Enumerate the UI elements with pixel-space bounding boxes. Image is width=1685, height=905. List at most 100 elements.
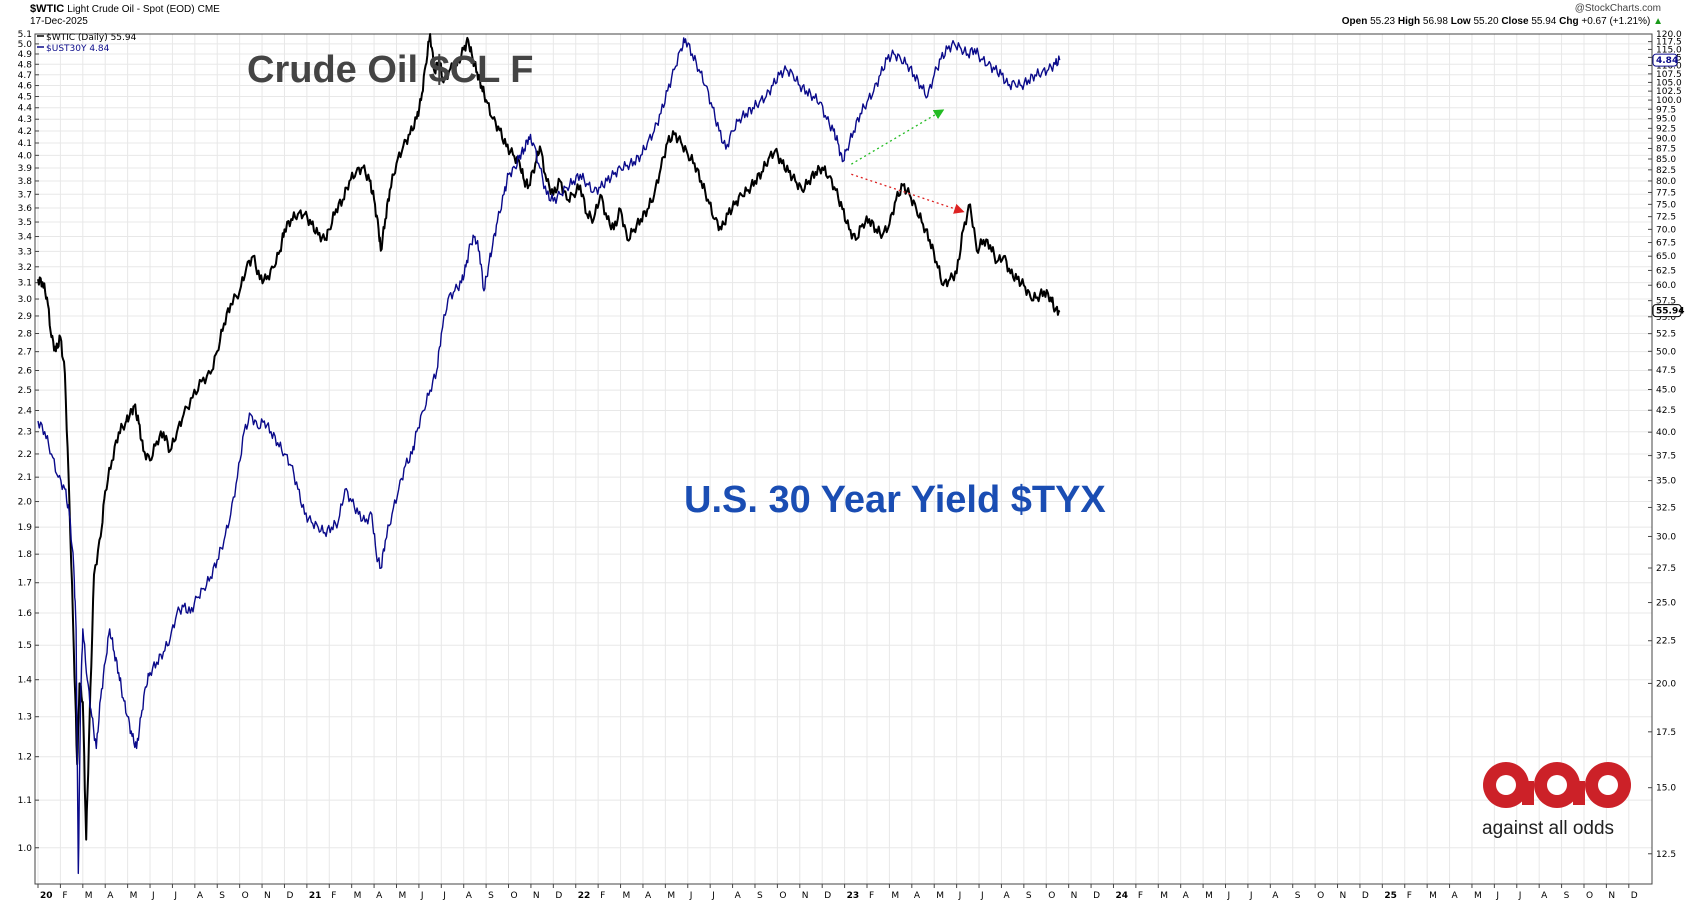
yield-last-value-tag: 4.84: [1656, 56, 1678, 66]
left-tick-label: 1.1: [18, 796, 32, 806]
x-tick-label: J: [1518, 891, 1522, 901]
left-tick-label: 1.9: [18, 523, 33, 533]
x-tick-label: M: [1160, 891, 1168, 901]
left-tick-label: 4.1: [18, 139, 32, 149]
x-tick-label: D: [555, 891, 562, 901]
right-tick-label: 30.0: [1656, 532, 1676, 542]
right-tick-label: 97.5: [1656, 105, 1676, 115]
left-tick-label: 2.7: [18, 348, 32, 358]
x-tick-label: O: [511, 891, 518, 901]
header-exchange: CME: [197, 4, 220, 15]
x-tick-label: N: [1071, 891, 1078, 901]
aao-logo-icon: [1483, 762, 1631, 808]
left-tick-label: 4.7: [18, 71, 32, 81]
right-tick-label: 37.5: [1656, 452, 1676, 462]
left-tick-label: 3.8: [18, 177, 33, 187]
left-tick-label: 2.2: [18, 450, 32, 460]
legend: $WTIC (Daily) 55.94 $UST30Y 4.84: [37, 33, 137, 54]
right-tick-label: 105.0: [1656, 78, 1682, 88]
left-tick-label: 3.5: [18, 218, 32, 228]
logo-text: against all odds: [1482, 818, 1615, 839]
right-tick-label: 117.5: [1656, 38, 1682, 48]
x-tick-label: O: [779, 891, 786, 901]
x-tick-label: J: [980, 891, 984, 901]
x-tick-label: A: [376, 891, 383, 901]
x-tick-label: D: [1631, 891, 1638, 901]
x-tick-label: 23: [847, 891, 860, 901]
x-tick-label: O: [1317, 891, 1324, 901]
left-tick-label: 3.3: [18, 247, 32, 257]
left-tick-label: 4.3: [18, 115, 32, 125]
right-tick-label: 12.5: [1656, 850, 1676, 860]
right-tick-label: 42.5: [1656, 406, 1676, 416]
left-tick-label: 5.1: [18, 30, 32, 40]
left-tick-label: 2.0: [18, 498, 33, 508]
oil-title: Crude Oil $CL F: [247, 49, 533, 91]
yield-title: U.S. 30 Year Yield $TYX: [684, 479, 1106, 521]
right-tick-label: 62.5: [1656, 266, 1676, 276]
x-tick-label: M: [1205, 891, 1213, 901]
x-tick-label: D: [1093, 891, 1100, 901]
trend-arrows: [850, 109, 965, 214]
yield-series-line: [37, 37, 1061, 875]
right-tick-label: 52.5: [1656, 330, 1676, 340]
right-tick-label: 95.0: [1656, 115, 1676, 125]
chg-label: Chg: [1559, 16, 1579, 27]
x-tick-label: A: [197, 891, 204, 901]
right-tick-label: 72.5: [1656, 213, 1676, 223]
right-tick-label: 60.0: [1656, 281, 1676, 291]
x-tick-label: J: [420, 891, 424, 901]
x-tick-label: F: [331, 891, 336, 901]
x-tick-label: S: [488, 891, 494, 901]
x-tick-label: M: [891, 891, 899, 901]
x-tick-label: M: [667, 891, 675, 901]
x-tick-label: N: [1608, 891, 1615, 901]
left-tick-label: 2.6: [18, 367, 33, 377]
x-tick-label: F: [869, 891, 874, 901]
x-tick-label: M: [1429, 891, 1437, 901]
x-tick-label: 20: [40, 891, 53, 901]
x-tick-label: O: [1586, 891, 1593, 901]
left-tick-label: 2.8: [18, 329, 33, 339]
x-tick-label: F: [600, 891, 605, 901]
x-tick-label: A: [107, 891, 114, 901]
x-tick-label: M: [936, 891, 944, 901]
oil-last-value-box: [1652, 304, 1682, 318]
x-tick-label: F: [62, 891, 67, 901]
x-tick-label: J: [1226, 891, 1230, 901]
x-tick-label: J: [151, 891, 155, 901]
oil-last-value-tag: 55.94: [1656, 307, 1684, 317]
x-tick-label: J: [1495, 891, 1499, 901]
x-tick-label: 22: [578, 891, 591, 901]
chg-up-icon: ▲: [1653, 16, 1663, 27]
x-tick-label: N: [1340, 891, 1347, 901]
high-value: 56.98: [1422, 16, 1448, 27]
x-tick-label: A: [1272, 891, 1279, 901]
right-tick-label: 120.0: [1656, 30, 1682, 40]
x-tick-label: A: [1183, 891, 1190, 901]
header-ohlc: Open 55.23 High 56.98 Low 55.20 Close 55…: [1342, 16, 1663, 28]
x-tick-label: J: [1249, 891, 1253, 901]
right-tick-label: 92.5: [1656, 124, 1676, 134]
x-axis: 20 F M A M J J A S O N D 21 F M A M J J A S O N D 22 F M A M J J A S O N D 2…: [37, 884, 1638, 901]
right-tick-label: 87.5: [1656, 144, 1676, 154]
right-tick-label: 67.5: [1656, 239, 1676, 249]
x-tick-label: A: [735, 891, 742, 901]
x-tick-label: S: [1026, 891, 1032, 901]
right-tick-label: 20.0: [1656, 679, 1676, 689]
yield-trend-arrow: [850, 109, 945, 165]
left-tick-label: 4.2: [18, 127, 32, 137]
x-tick-label: 24: [1115, 891, 1128, 901]
low-value: 55.20: [1473, 16, 1499, 27]
x-tick-label: M: [398, 891, 406, 901]
right-tick-label: 50.0: [1656, 347, 1676, 357]
left-tick-label: 3.4: [18, 233, 33, 243]
x-tick-label: J: [689, 891, 693, 901]
x-tick-label: F: [1138, 891, 1143, 901]
grid: [35, 33, 1652, 884]
x-tick-label: N: [533, 891, 540, 901]
left-tick-label: 4.8: [18, 60, 33, 70]
x-tick-label: N: [264, 891, 271, 901]
legend-yield: $UST30Y 4.84: [46, 44, 110, 54]
header-date: 17-Dec-2025: [30, 16, 88, 27]
